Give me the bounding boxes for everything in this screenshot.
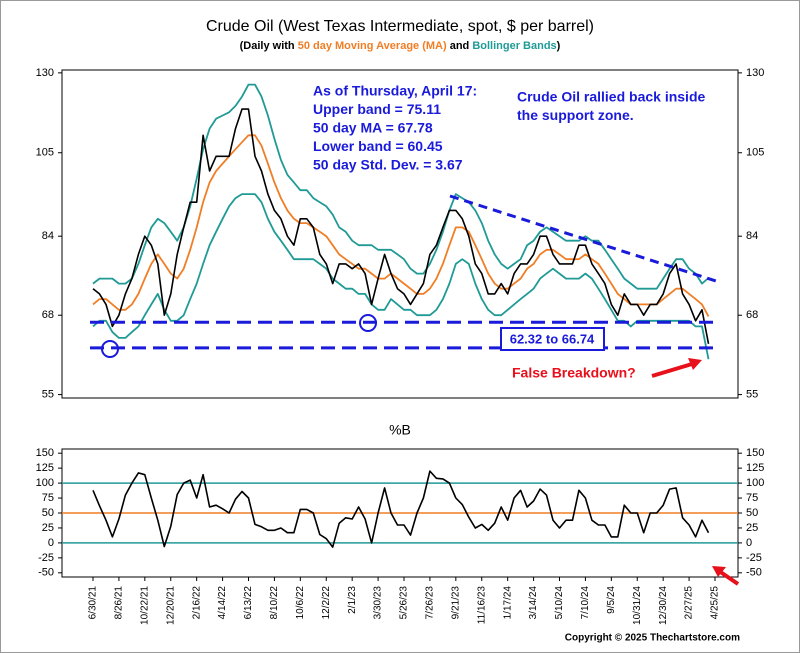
y-tick-label: 100 — [746, 477, 764, 489]
y-tick-label: 84 — [746, 230, 758, 242]
annotation-text: the support zone. — [517, 107, 634, 123]
y-tick-label: 84 — [42, 230, 54, 242]
y-tick-label: 25 — [746, 522, 758, 534]
y-tick-label: 68 — [42, 309, 54, 321]
x-tick-label: 2/27/25 — [684, 586, 695, 620]
y-tick-label: 150 — [36, 447, 54, 459]
y-tick-label: 105 — [746, 147, 764, 159]
subtitle-part: (Daily with — [240, 40, 298, 52]
x-tick-label: 5/10/24 — [554, 586, 565, 620]
series-line — [92, 193, 710, 360]
arrow-head — [712, 566, 726, 577]
x-tick-label: 3/30/23 — [373, 586, 384, 620]
y-tick-label: 105 — [36, 147, 54, 159]
y-tick-label: 130 — [36, 67, 54, 79]
y-tick-label: -25 — [38, 552, 54, 564]
alert-text: False Breakdown? — [512, 365, 636, 381]
x-tick-label: 10/6/22 — [295, 586, 306, 620]
y-tick-label: 75 — [746, 492, 758, 504]
trend-line — [449, 194, 717, 283]
annotation-text: Upper band = 75.11 — [313, 101, 441, 117]
x-tick-label: 2/1/23 — [347, 586, 358, 614]
y-tick-label: -50 — [746, 567, 762, 579]
x-tick-label: 6/13/22 — [243, 586, 254, 620]
subtitle-part: ) — [557, 40, 561, 52]
circle-marker — [101, 340, 119, 358]
series-line — [92, 134, 710, 317]
y-tick-label: 100 — [36, 477, 54, 489]
y-tick-label: 75 — [42, 492, 54, 504]
y-tick-label: -25 — [746, 552, 762, 564]
annotation-text: As of Thursday, April 17: — [313, 83, 477, 99]
annotation-text: 50 day MA = 67.78 — [313, 120, 433, 136]
y-tick-label: 25 — [42, 522, 54, 534]
annotation-text: Lower band = 60.45 — [313, 138, 443, 154]
y-tick-label: 125 — [746, 462, 764, 474]
y-tick-label: 0 — [48, 537, 54, 549]
x-tick-label: 6/30/21 — [88, 586, 99, 620]
y-tick-label: 0 — [746, 537, 752, 549]
circle-marker — [359, 314, 377, 332]
x-tick-label: 2/16/22 — [191, 586, 202, 620]
x-tick-label: 4/25/25 — [710, 586, 721, 620]
x-tick-label: 9/5/24 — [606, 586, 617, 614]
support-label: 62.32 to 66.74 — [510, 331, 595, 346]
annotation-text: 50 day Std. Dev. = 3.67 — [313, 157, 463, 173]
x-tick-label: 12/30/24 — [658, 586, 669, 625]
x-tick-label: 9/21/23 — [450, 586, 461, 620]
x-tick-label: 3/14/24 — [528, 586, 539, 620]
y-tick-label: 50 — [42, 507, 54, 519]
x-tick-label: 12/2/22 — [321, 586, 332, 620]
y-tick-label: 55 — [42, 388, 54, 400]
series-line — [92, 83, 710, 290]
x-tick-label: 8/10/22 — [269, 586, 280, 620]
x-tick-label: 5/26/23 — [399, 586, 410, 620]
series-line — [92, 470, 710, 548]
y-tick-label: 50 — [746, 507, 758, 519]
panel-title: %B — [389, 422, 411, 438]
x-tick-label: 11/16/23 — [476, 586, 487, 625]
y-tick-label: -50 — [38, 567, 54, 579]
subtitle-part: 50 day Moving Average (MA) — [298, 40, 447, 52]
arrow — [651, 362, 693, 378]
y-tick-label: 55 — [746, 388, 758, 400]
chart-subtitle: (Daily with 50 day Moving Average (MA) a… — [240, 40, 561, 52]
series-line — [92, 108, 710, 344]
chart-title: Crude Oil (West Texas Intermediate, spot… — [206, 18, 594, 35]
annotation-text: Crude Oil rallied back inside — [517, 89, 705, 105]
arrow-head — [688, 358, 702, 370]
x-tick-label: 4/14/22 — [217, 586, 228, 620]
plot-frame — [61, 69, 739, 399]
x-tick-label: 12/20/21 — [165, 586, 176, 625]
subtitle-part: and — [447, 40, 473, 52]
copyright: Copyright © 2025 Thechartstore.com — [565, 633, 740, 644]
y-tick-label: 125 — [36, 462, 54, 474]
x-tick-label: 7/10/24 — [580, 586, 591, 620]
y-tick-label: 68 — [746, 309, 758, 321]
arrow — [717, 569, 740, 586]
y-tick-label: 130 — [746, 67, 764, 79]
support-label-box — [500, 327, 605, 351]
x-tick-label: 10/31/24 — [632, 586, 643, 625]
x-tick-label: 7/26/23 — [425, 586, 436, 620]
subtitle-part: Bollinger Bands — [472, 40, 556, 52]
x-tick-label: 1/17/24 — [502, 586, 513, 620]
x-tick-label: 8/26/21 — [114, 586, 125, 620]
x-tick-label: 10/22/21 — [139, 586, 150, 625]
y-tick-label: 150 — [746, 447, 764, 459]
